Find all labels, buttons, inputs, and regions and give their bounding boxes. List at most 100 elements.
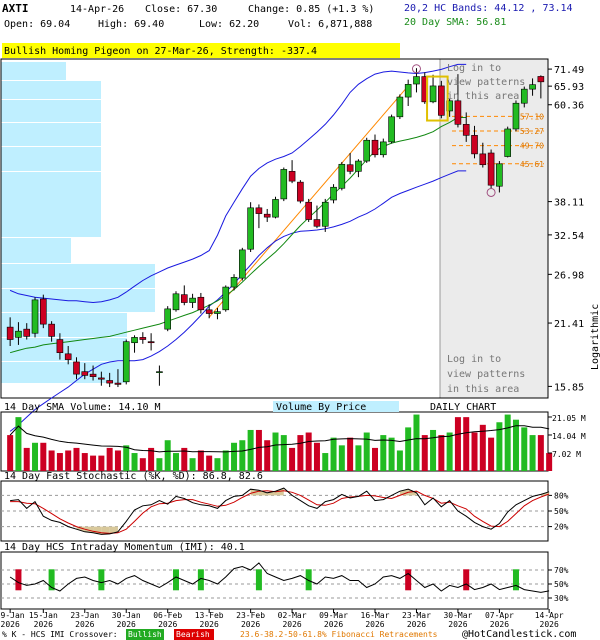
candle-body [56, 339, 64, 353]
candle-body [313, 219, 321, 227]
bullish-crossover-marker [255, 569, 262, 591]
login-overlay-top[interactable]: Log in to view patterns in this area [447, 63, 525, 102]
volume-bar [23, 447, 30, 471]
fib-label: 49.70 [520, 142, 544, 151]
volume-bar [32, 442, 39, 471]
fib-label: 57.10 [520, 112, 544, 121]
volume-bar [172, 453, 179, 471]
bearish-legend: Bearish [176, 630, 210, 639]
y-tick-label: 26.98 [554, 270, 584, 281]
volume-bar [206, 455, 213, 471]
volume-bar [48, 450, 55, 471]
stochastic-title: 14 Day Fast Stochastic (%K, %D): 86.8, 8… [4, 471, 263, 482]
x-tick-year: 2026 [407, 620, 426, 629]
vbp-bar [1, 238, 71, 263]
stoch-tick-label: 20% [554, 523, 569, 532]
stoch-d-line [10, 490, 550, 534]
oversold-zone [76, 526, 85, 532]
candle-body [263, 213, 271, 218]
bullish-crossover-marker [98, 569, 105, 591]
copyright: @HotCandlestick.com [462, 629, 576, 640]
daily-chart-title: DAILY CHART [430, 402, 496, 413]
x-tick-label: 30-Mar [443, 611, 472, 620]
candle-body [40, 298, 47, 325]
x-tick-label: 09-Mar [319, 611, 348, 620]
bullish-crossover-marker [48, 569, 55, 591]
candle-body [89, 373, 97, 377]
volume-bar [7, 435, 14, 471]
candle-body [305, 201, 312, 220]
x-axis: 09-Jan202615-Jan202623-Jan202630-Jan2026… [0, 609, 564, 629]
x-tick-year: 2026 [75, 620, 94, 629]
x-tick-year: 2026 [1, 620, 20, 629]
volume-bar [214, 458, 221, 471]
volume-bar [363, 432, 370, 471]
candle-body [81, 371, 89, 376]
candle-body [338, 163, 346, 189]
fib-label: 53.27 [520, 127, 544, 136]
volume-bar [537, 435, 544, 471]
candle-body [180, 294, 188, 303]
bullish-crossover-marker [305, 569, 312, 591]
candle-body [346, 164, 354, 172]
login-line-1: Log in to [447, 63, 501, 74]
volume-bar [446, 432, 453, 471]
imi-tick-label: 30% [554, 594, 569, 603]
candle-body [379, 141, 387, 156]
volume-bar [521, 427, 528, 471]
price-frame [0, 58, 549, 399]
trough-marker [486, 187, 496, 197]
volume-bar [65, 450, 72, 471]
volume-bar [148, 447, 155, 471]
open-label: Open: 69.04 [4, 19, 70, 30]
footer: % K - HCS IMI Crossover: Bullish Bearish… [2, 629, 576, 640]
volume-bar [454, 417, 461, 471]
volume-bar [546, 453, 553, 471]
x-tick-label: 07-Apr [485, 611, 514, 620]
candle-body [529, 84, 536, 90]
imi-tick-label: 70% [554, 566, 569, 575]
candle-body [272, 199, 279, 218]
bullish-legend: Bullish [128, 630, 162, 639]
candle-body [496, 163, 503, 187]
x-tick-label: 13-Feb [195, 611, 224, 620]
login-overlay-bottom[interactable]: Log in to view patterns in this area [447, 354, 525, 395]
high-label: High: 69.40 [98, 19, 164, 30]
vol-tick-label: 7.02 M [552, 450, 581, 459]
candle-body [239, 249, 246, 279]
volume-bar [40, 442, 47, 471]
x-tick-year: 2026 [365, 620, 384, 629]
x-tick-year: 2026 [241, 620, 260, 629]
bullish-crossover-marker [172, 569, 179, 591]
y-tick-label: 60.36 [554, 101, 584, 112]
volume-bar [313, 442, 320, 471]
volume-bar [421, 435, 428, 471]
date-label: 14-Apr-26 [70, 4, 124, 15]
volume-bar [504, 414, 511, 471]
volume-bar [488, 437, 495, 471]
close-label: Close: 67.30 [145, 4, 217, 15]
x-tick-year: 2026 [34, 620, 53, 629]
volume-bar [156, 458, 163, 471]
pattern-banner-bg [2, 43, 400, 58]
vbp-bar [1, 362, 127, 383]
volume-bar [131, 453, 138, 471]
y-tick-label: 15.85 [554, 382, 584, 393]
candle-body [73, 361, 80, 375]
candle-body [172, 293, 180, 311]
candle-body [189, 297, 196, 303]
volume-bar [380, 435, 387, 471]
volume-bar [463, 417, 470, 471]
volume-bar [114, 450, 121, 471]
candle-body [388, 116, 395, 143]
volume-bar [512, 419, 519, 471]
candle-body [147, 341, 155, 344]
candle-body [396, 96, 404, 118]
volume-bar [322, 453, 329, 471]
fib-legend: 23.6-38.2-50-61.8% Fibonacci Retracement… [240, 630, 438, 639]
login-line-3: in this area [447, 91, 519, 102]
x-tick-year: 2026 [282, 620, 301, 629]
vbp-bar [1, 123, 101, 146]
candle-body [280, 169, 288, 200]
